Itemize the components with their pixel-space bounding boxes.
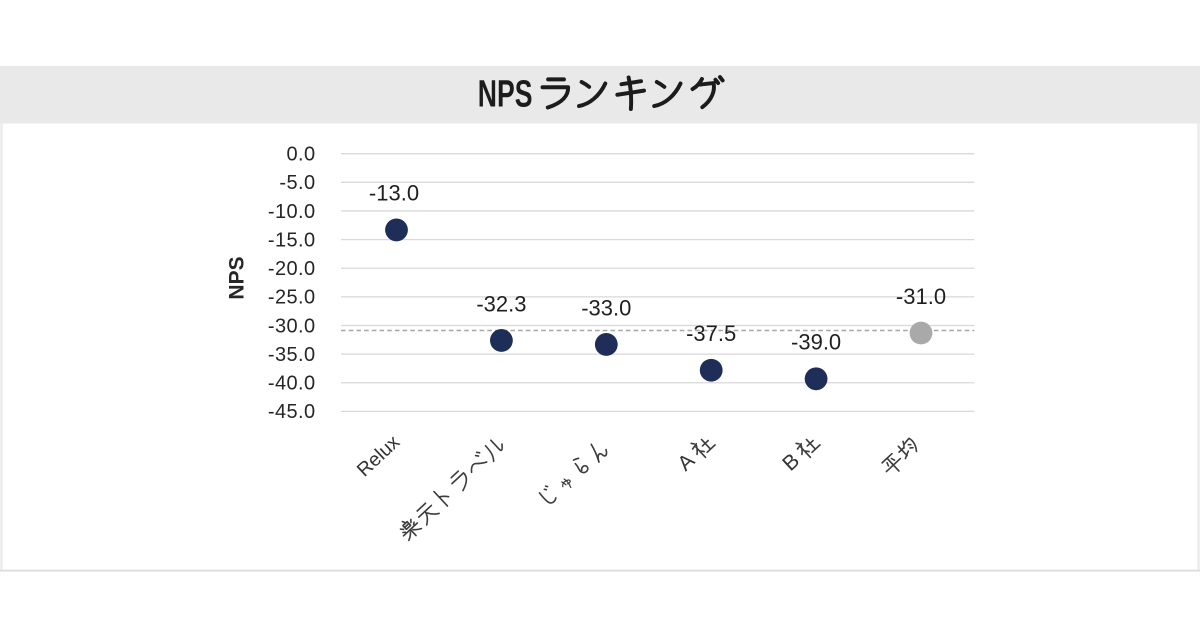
svg-text:-37.5: -37.5 [686,321,736,346]
svg-text:0.0: 0.0 [286,144,315,166]
svg-text:-10.0: -10.0 [268,201,316,223]
svg-text:-5.0: -5.0 [279,172,315,194]
svg-text:-15.0: -15.0 [268,229,316,251]
svg-text:-40.0: -40.0 [268,373,316,395]
svg-text:NPS: NPS [226,256,249,299]
svg-text:-13.0: -13.0 [369,181,419,206]
svg-text:-39.0: -39.0 [791,330,841,355]
svg-text:NPS: NPS [478,72,533,115]
svg-text:-35.0: -35.0 [268,344,316,366]
svg-text:-25.0: -25.0 [268,287,316,309]
svg-text:-33.0: -33.0 [581,295,631,320]
svg-text:-20.0: -20.0 [268,258,316,280]
svg-text:-32.3: -32.3 [476,291,526,316]
svg-text:-30.0: -30.0 [268,315,316,337]
svg-text:-45.0: -45.0 [268,401,316,423]
svg-text:-31.0: -31.0 [896,284,946,309]
